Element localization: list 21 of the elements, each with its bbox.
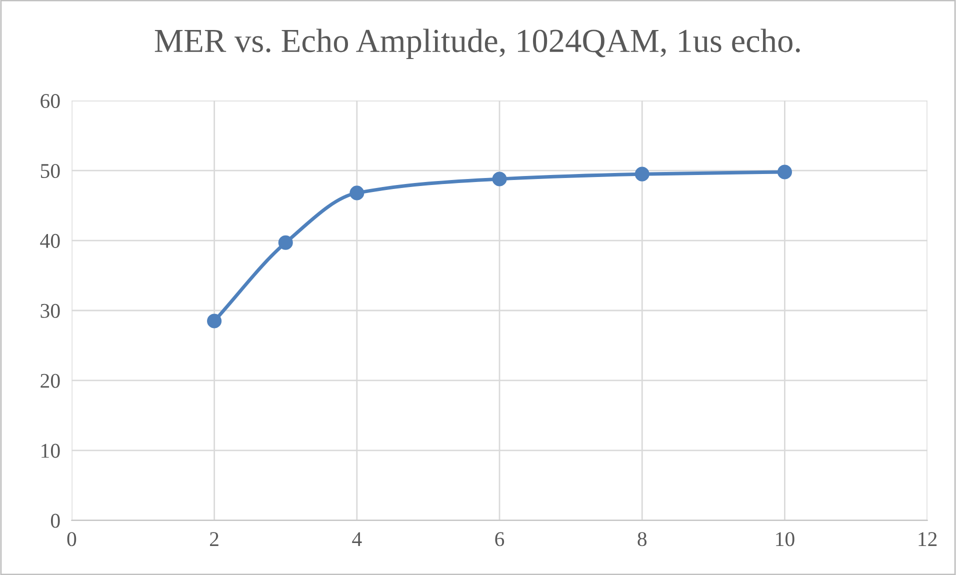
x-tick-label: 8 <box>638 532 647 546</box>
x-tick-label: 4 <box>352 532 362 546</box>
y-tick-label: 60 <box>40 94 60 108</box>
x-tick-label: 2 <box>210 532 218 546</box>
x-tick-label: 10 <box>776 532 794 546</box>
x-tick-label: 6 <box>495 532 504 546</box>
point <box>634 166 650 182</box>
y-tick-label: 40 <box>40 234 60 248</box>
y-tick-label: 10 <box>42 444 60 458</box>
point <box>350 186 364 200</box>
x-tick-label: 12 <box>918 532 937 546</box>
y-tick-label: 50 <box>40 164 60 178</box>
y-tick-label: 0 <box>50 514 60 528</box>
point <box>278 235 293 250</box>
point <box>777 164 792 180</box>
x-tick-label: 0 <box>67 532 76 546</box>
chart-title: MER vs. Echo Amplitude, 1024QAM, 1us echo. <box>154 28 800 59</box>
y-tick-label: 20 <box>40 374 60 388</box>
point <box>492 172 507 186</box>
y-tick-label: 30 <box>40 304 60 318</box>
point <box>207 314 222 328</box>
